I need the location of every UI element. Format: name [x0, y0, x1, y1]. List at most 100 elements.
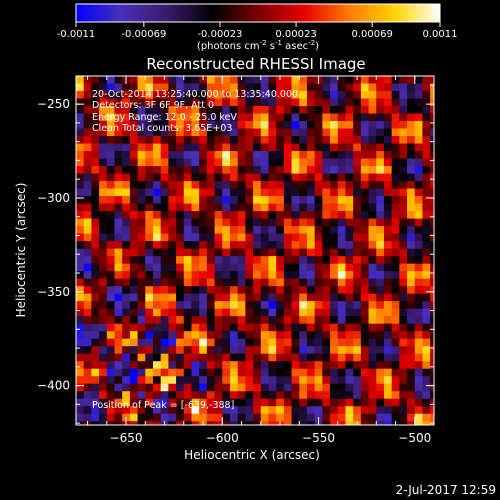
annotation-peak: Position of Peak = [-639,-388] [92, 400, 234, 411]
heatmap-cell [291, 368, 300, 377]
heatmap-cell [83, 361, 92, 370]
heatmap-cell [106, 151, 115, 160]
heatmap-cell [383, 361, 393, 370]
heatmap-cell [283, 271, 293, 280]
heatmap-cell [314, 383, 323, 392]
heatmap-cell [345, 338, 354, 347]
heatmap-cell [376, 113, 385, 122]
heatmap-cell [129, 398, 139, 407]
heatmap-cell [222, 301, 231, 310]
heatmap-cell [206, 143, 216, 152]
heatmap-cell [407, 361, 416, 370]
heatmap-cell [253, 338, 262, 347]
heatmap-cell [383, 383, 393, 392]
heatmap-cell [129, 143, 139, 152]
heatmap-cell [83, 406, 92, 415]
heatmap-cell [330, 391, 339, 400]
heatmap-cell [414, 391, 423, 400]
heatmap-cell [114, 166, 123, 175]
heatmap-cell [229, 308, 239, 317]
heatmap-cell [353, 331, 362, 340]
heatmap-cell [222, 286, 231, 295]
heatmap-cell [191, 421, 200, 425]
heatmap-cell [222, 346, 231, 355]
heatmap-cell [360, 248, 370, 257]
heatmap-cell [268, 91, 277, 100]
heatmap-cell [129, 203, 139, 212]
heatmap-cell [345, 218, 354, 227]
heatmap-cell [83, 316, 92, 325]
heatmap-cell [407, 286, 416, 295]
heatmap-cell [399, 271, 408, 280]
heatmap-cell [314, 278, 323, 287]
heatmap-cell [399, 91, 408, 100]
heatmap-cell [106, 316, 115, 325]
heatmap-cell [345, 203, 354, 212]
heatmap-cell [360, 143, 370, 152]
heatmap-cell [314, 248, 323, 257]
heatmap-cell [237, 346, 246, 355]
heatmap-cell [199, 113, 208, 122]
heatmap-cell [106, 188, 115, 197]
y-tick-label: −400 [37, 379, 70, 393]
heatmap-cell [322, 256, 331, 265]
heatmap-cell [176, 121, 185, 130]
heatmap-cell [137, 301, 146, 310]
heatmap-cell [399, 218, 408, 227]
heatmap-cell [122, 106, 131, 115]
heatmap-cell [206, 136, 216, 145]
heatmap-cell [122, 346, 131, 355]
heatmap-cell [76, 278, 85, 287]
heatmap-cell [422, 98, 431, 107]
heatmap-cell [376, 76, 385, 85]
heatmap-cell [430, 346, 434, 355]
heatmap-cell [99, 331, 108, 340]
heatmap-cell [430, 248, 434, 257]
heatmap-cell [268, 241, 277, 250]
heatmap-cell [229, 331, 239, 340]
heatmap-cell [168, 143, 177, 152]
heatmap-cell [345, 421, 354, 425]
heatmap-cell [160, 286, 169, 295]
heatmap-cell [206, 421, 216, 425]
heatmap-cell [322, 406, 331, 415]
heatmap-cell [360, 121, 370, 130]
heatmap-cell [391, 218, 400, 227]
heatmap-cell [176, 226, 185, 235]
heatmap-cell [345, 263, 354, 272]
heatmap-cell [76, 331, 85, 340]
heatmap-cell [299, 368, 308, 377]
heatmap-cell [91, 346, 100, 355]
heatmap-cell [176, 211, 185, 220]
heatmap-cell [176, 188, 185, 197]
heatmap-cell [260, 128, 269, 137]
heatmap-cell [160, 233, 169, 242]
heatmap-cell [268, 136, 277, 145]
heatmap-cell [168, 98, 177, 107]
heatmap-cell [106, 106, 115, 115]
heatmap-cell [106, 421, 115, 425]
heatmap-cell [368, 226, 377, 235]
heatmap-cell [430, 293, 434, 302]
heatmap-cell [145, 256, 154, 265]
heatmap-cell [360, 158, 370, 167]
heatmap-cell [268, 331, 277, 340]
heatmap-cell [314, 323, 323, 332]
heatmap-cell [206, 308, 216, 317]
heatmap-cell [383, 91, 393, 100]
heatmap-cell [253, 211, 262, 220]
heatmap-cell [283, 211, 293, 220]
heatmap-cell [191, 301, 200, 310]
heatmap-cell [152, 91, 162, 100]
heatmap-cell [137, 271, 146, 280]
heatmap-cell [83, 203, 92, 212]
heatmap-cell [237, 308, 246, 317]
heatmap-cell [268, 121, 277, 130]
heatmap-cell [422, 383, 431, 392]
heatmap-cell [152, 256, 162, 265]
heatmap-cell [222, 308, 231, 317]
heatmap-cell [299, 173, 308, 182]
heatmap-cell [114, 173, 123, 182]
heatmap-cell [330, 226, 339, 235]
heatmap-cell [391, 391, 400, 400]
